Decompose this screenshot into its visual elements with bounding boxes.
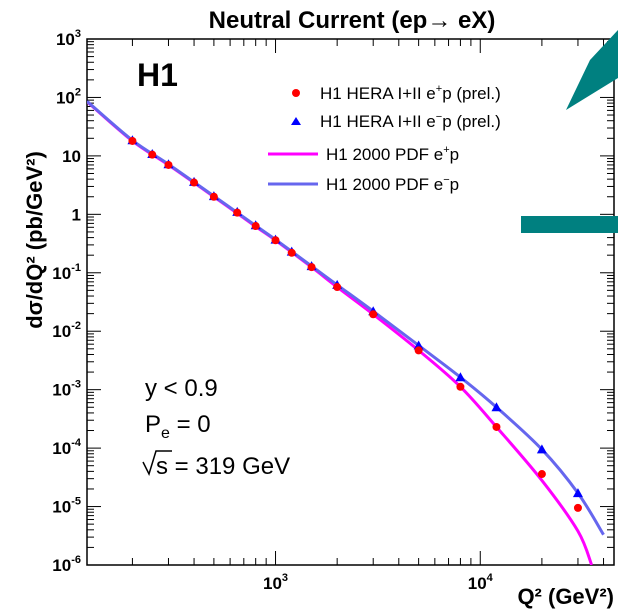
x-tick-label: 104	[468, 572, 494, 593]
legend-entry-pdf-eplus: H1 2000 PDF e+p	[268, 144, 459, 164]
data-point-eplus	[190, 178, 199, 187]
legend: H1 HERA I+II e+p (prel.) H1 HERA I+II e−…	[268, 83, 501, 194]
data-point-eplus	[251, 222, 260, 231]
legend-entry-hera-eplus: H1 HERA I+II e+p (prel.)	[292, 83, 501, 103]
y-tick-label: 10-5	[52, 496, 81, 517]
data-point-eplus	[271, 236, 280, 245]
y-axis-title: dσ/dQ² (pb/GeV²)	[22, 151, 47, 329]
data-point-eminus	[413, 340, 424, 350]
legend-label: H1 2000 PDF e−p	[326, 174, 459, 194]
data-point-eplus	[492, 422, 501, 431]
data-point-eplus	[164, 160, 173, 169]
y-tick-label: 10-1	[52, 262, 81, 283]
chart-title: Neutral Current (ep→ eX)	[209, 7, 496, 34]
y-tick-label: 10-3	[52, 379, 81, 400]
data-point-eplus	[209, 192, 218, 201]
data-point-eplus	[369, 310, 378, 319]
teal-bar-shape	[521, 216, 618, 233]
data-point-eplus	[537, 470, 546, 479]
energy-text: s = 319 GeV	[156, 453, 290, 480]
sqrt-sign	[142, 450, 172, 477]
legend-entry-hera-eminus: H1 HERA I+II e−p (prel.)	[291, 111, 501, 131]
legend-marker-circle	[292, 89, 300, 97]
data-point-eplus	[414, 346, 423, 355]
plot-frame	[86, 38, 615, 566]
data-point-eplus	[573, 503, 582, 512]
data-point-eplus	[148, 150, 157, 159]
y-tick-label: 10-4	[52, 437, 82, 458]
teal-arrow-shape	[566, 30, 618, 110]
data-point-eplus	[233, 208, 242, 217]
y-tick-label: 103	[56, 28, 81, 49]
data-point-eminus	[455, 372, 466, 382]
info-block: y < 0.9 Pe = 0 s = 319 GeV	[142, 375, 290, 480]
data-point-eplus	[128, 136, 137, 145]
y-tick-label: 102	[56, 86, 81, 107]
cut-label: y < 0.9	[145, 375, 218, 402]
x-tick-label: 103	[263, 572, 288, 593]
x-axis-ticks: 103 104	[131, 39, 605, 593]
data-point-eplus	[333, 283, 342, 292]
data-point-eplus	[456, 382, 465, 391]
chart-title-text: Neutral Current (ep→ eX)	[209, 7, 496, 34]
y-tick-label: 1	[72, 205, 81, 224]
y-tick-label: 10-6	[52, 554, 81, 575]
legend-entry-pdf-eminus: H1 2000 PDF e−p	[268, 174, 459, 194]
x-axis-title: Q² (GeV²)	[517, 584, 614, 609]
series-line-pdf-eplus	[87, 100, 594, 565]
data-point-eminus	[572, 488, 583, 498]
legend-label: H1 HERA I+II e−p (prel.)	[320, 111, 501, 131]
y-tick-label: 10-2	[52, 320, 81, 341]
polarization-label: Pe = 0	[145, 411, 211, 442]
data-point-eplus	[287, 248, 296, 257]
legend-marker-triangle	[291, 117, 301, 125]
y-tick-label: 10	[62, 147, 81, 166]
data-point-eminus	[536, 444, 547, 454]
legend-label: H1 HERA I+II e+p (prel.)	[320, 83, 501, 103]
experiment-label: H1	[137, 57, 178, 93]
energy-label: s = 319 GeV	[142, 450, 290, 480]
series-layer	[87, 100, 605, 565]
legend-label: H1 2000 PDF e+p	[326, 144, 459, 164]
data-point-eminus	[491, 402, 502, 412]
data-point-eplus	[307, 263, 316, 272]
